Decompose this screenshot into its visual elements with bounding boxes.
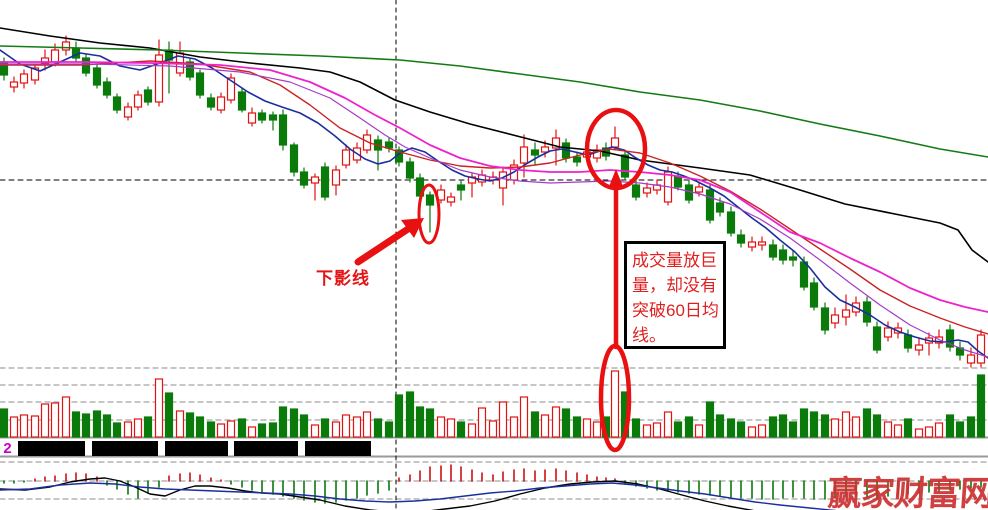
ma-line-ma-violet bbox=[0, 63, 988, 358]
ma-line-ma-red bbox=[0, 60, 988, 335]
annotation-arrow-diagonal-head bbox=[401, 218, 424, 238]
annotation-volume-note-box: 成交量放巨量，却没有突破60日均线。 bbox=[624, 241, 726, 349]
date-axis-censor-boxes bbox=[18, 441, 371, 456]
watermark-logo: 赢家财富网 bbox=[826, 476, 988, 510]
ma-line-ma-green bbox=[0, 45, 988, 158]
annotation-volume-note-text: 成交量放巨量，却没有突破60日均线。 bbox=[632, 251, 719, 345]
annotation-marks bbox=[354, 107, 648, 453]
ma-line-ma-blue bbox=[0, 49, 988, 359]
axis-left-label: 2 bbox=[3, 441, 13, 458]
annotation-arrow-vertical-head bbox=[608, 169, 624, 189]
ma-line-ma-black bbox=[0, 27, 988, 263]
annotation-ellipse-1 bbox=[417, 183, 441, 245]
volume-series bbox=[0, 370, 986, 438]
macd-dea bbox=[0, 482, 838, 510]
ma-line-ma-magenta bbox=[0, 61, 988, 313]
annotation-lower-shadow-label: 下影线 bbox=[316, 269, 370, 288]
macd-dif bbox=[0, 477, 755, 510]
